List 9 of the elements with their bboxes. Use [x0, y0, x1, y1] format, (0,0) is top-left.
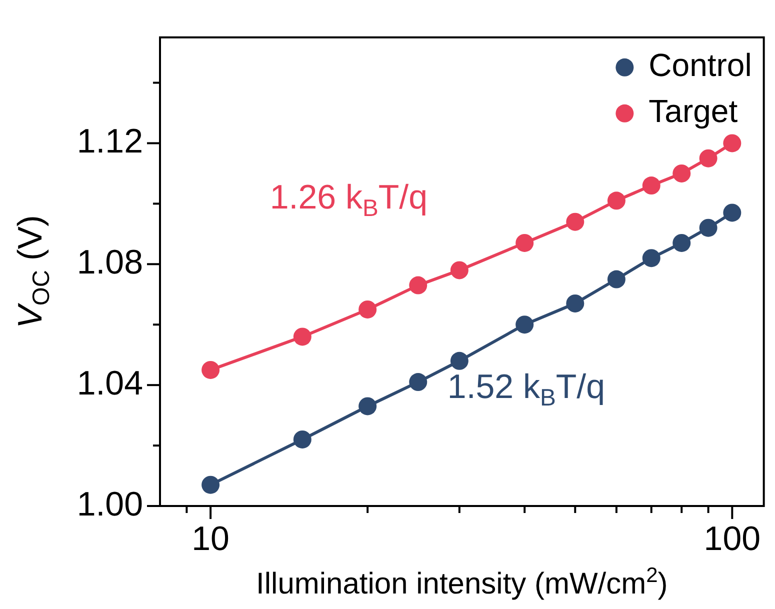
legend-label: Target [648, 93, 738, 130]
y-tick-label: 1.04 [76, 364, 143, 402]
x-tick-label: 100 [704, 520, 761, 558]
x-tick-label: 10 [192, 520, 230, 558]
y-axis-title: VOC (V) [11, 215, 55, 328]
y-tick-label: 1.00 [76, 485, 143, 524]
y-tick-label: 1.08 [76, 244, 143, 282]
legend-label: Control [648, 47, 752, 84]
y-tick-label: 1.12 [76, 122, 143, 161]
